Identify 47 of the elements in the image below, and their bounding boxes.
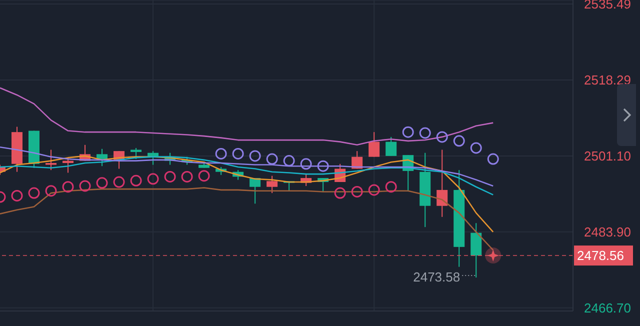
y-tick-label: 2518.29 (584, 72, 631, 88)
candlestick (386, 136, 397, 156)
candlestick (266, 175, 278, 194)
point (453, 135, 465, 147)
y-tick-label: 2483.90 (584, 224, 631, 240)
point (419, 127, 431, 139)
point (487, 153, 499, 165)
point (402, 126, 414, 138)
point (45, 185, 57, 197)
point (181, 170, 193, 182)
point (300, 158, 312, 170)
point (334, 187, 346, 199)
candlestick (46, 149, 57, 171)
candlestick (130, 147, 142, 160)
point (436, 131, 448, 143)
point (266, 153, 278, 165)
annotation: 2473.58 (413, 270, 460, 285)
point (113, 176, 125, 188)
candlestick (352, 150, 363, 170)
point (96, 177, 108, 189)
y-tick-label: 2501.10 (584, 148, 631, 164)
y-tick-label: 2466.70 (584, 300, 631, 316)
point (385, 181, 397, 193)
candlestick (250, 178, 261, 204)
point (470, 142, 482, 154)
point (130, 174, 142, 186)
line-series (0, 146, 494, 187)
candlestick (368, 132, 380, 158)
point (11, 190, 23, 202)
point (368, 184, 380, 196)
point (232, 148, 244, 160)
point (198, 170, 210, 182)
candlestick (470, 222, 482, 278)
point (351, 186, 363, 198)
candlestick (96, 148, 108, 167)
candlestick (62, 158, 74, 174)
point (317, 160, 329, 172)
point (283, 155, 295, 167)
point (147, 173, 159, 185)
point (79, 180, 91, 192)
candlestick (436, 149, 448, 218)
point (28, 187, 40, 199)
ref-line-label: 2478.56 (577, 248, 624, 264)
point (164, 170, 176, 182)
point (249, 150, 261, 162)
point (215, 148, 227, 160)
point (62, 181, 74, 193)
